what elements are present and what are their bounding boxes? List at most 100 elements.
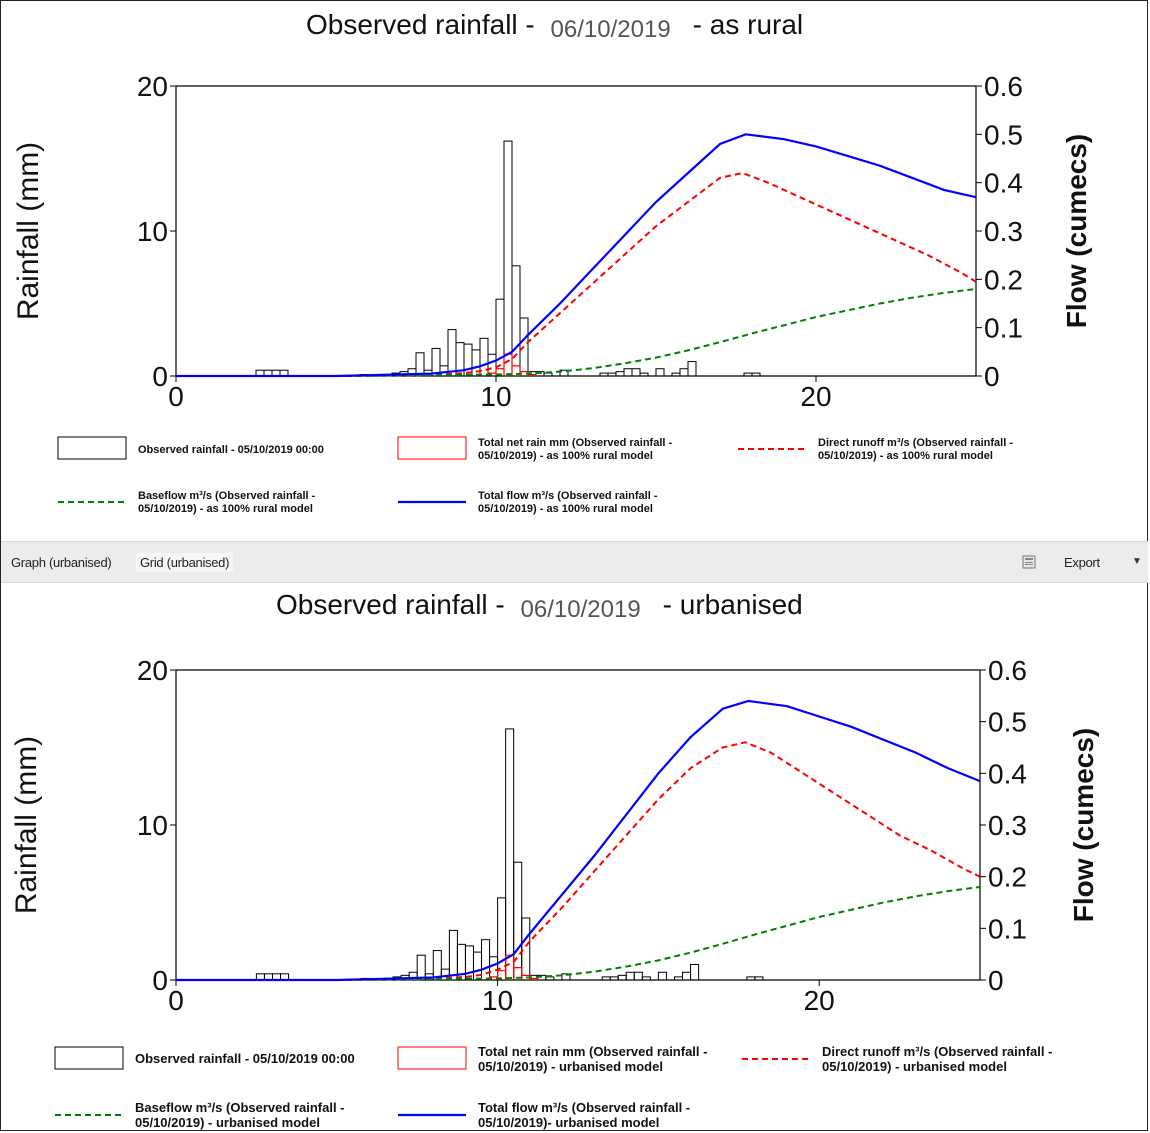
baseflow-series bbox=[176, 886, 981, 981]
export-icon bbox=[1022, 555, 1036, 569]
x-tick-label: 10 bbox=[480, 381, 511, 412]
rainfall-bar bbox=[754, 976, 764, 981]
rainfall-bar bbox=[503, 140, 513, 377]
tab-grid-urbanised[interactable]: Grid (urbanised) bbox=[136, 553, 234, 572]
y2-tick-label: 0 bbox=[984, 361, 1000, 392]
net-rain-series bbox=[488, 954, 539, 980]
legend-baseflow-label: Baseflow m³/s (Observed rainfall - bbox=[135, 1100, 345, 1115]
rainfall-bar bbox=[416, 954, 426, 981]
legend-baseflow-label: 05/10/2019) - urbanised model bbox=[135, 1115, 320, 1130]
rainfall-bar bbox=[601, 976, 611, 981]
y2-tick-label: 0.3 bbox=[988, 810, 1027, 841]
rainfall-bar bbox=[607, 372, 617, 377]
rainfall-bar bbox=[671, 372, 681, 377]
rainfall-bar bbox=[751, 372, 761, 377]
legend-baseflow-label: 05/10/2019) - as 100% rural model bbox=[138, 503, 313, 515]
rainfall-bar bbox=[561, 973, 571, 981]
direct-runoff-series bbox=[176, 741, 981, 981]
y2-tick-label: 0.1 bbox=[984, 313, 1023, 344]
rainfall-bar bbox=[431, 347, 441, 377]
legend-net-rain-label: 05/10/2019) - as 100% rural model bbox=[478, 450, 653, 462]
rural-chart: Observed rainfall - 06/10/2019- as rural… bbox=[12, 9, 1092, 515]
chart-panel-urbanised: Observed rainfall - 06/10/2019- urbanise… bbox=[0, 584, 1150, 1133]
rainfall-bar bbox=[673, 976, 684, 981]
rainfall-bar bbox=[463, 343, 473, 377]
rainfall-bar bbox=[687, 361, 697, 377]
y-tick-label: 10 bbox=[137, 810, 168, 841]
y-tick-label: 20 bbox=[137, 655, 168, 686]
rainfall-bar bbox=[505, 728, 515, 981]
y2-tick-label: 0.6 bbox=[984, 71, 1023, 102]
tab-bar: Graph (urbanised) Grid (urbanised) Expor… bbox=[1, 541, 1148, 583]
urbanised-chart: Observed rainfall - 06/10/2019- urbanise… bbox=[10, 589, 1099, 1130]
legend-rainfall-swatch bbox=[57, 436, 127, 460]
legend-baseflow-label: Baseflow m³/s (Observed rainfall - bbox=[138, 490, 316, 502]
rainfall-bar bbox=[657, 971, 667, 981]
legend-total-flow-label: 05/10/2019) - as 100% rural model bbox=[478, 503, 653, 515]
total-flow-series bbox=[176, 699, 981, 982]
legend-net-rain-swatch bbox=[397, 436, 467, 460]
rainfall-bar bbox=[448, 929, 458, 981]
y2-tick-label: 0.2 bbox=[988, 862, 1027, 893]
chevron-down-icon[interactable]: ▼ bbox=[1132, 556, 1142, 567]
x-tick-label: 20 bbox=[804, 985, 835, 1016]
x-tick-label: 0 bbox=[168, 381, 184, 412]
y2-tick-label: 0.6 bbox=[988, 655, 1027, 686]
export-button[interactable]: Export ▼ bbox=[1016, 548, 1146, 578]
rainfall-bar bbox=[690, 964, 700, 981]
legend-net-rain-label: 05/10/2019) - urbanised model bbox=[478, 1059, 663, 1074]
y2-axis-label: Flow (cumecs) bbox=[1068, 728, 1099, 922]
legend-total-flow-label: Total flow m³/s (Observed rainfall - bbox=[478, 490, 658, 502]
tab-graph-urbanised[interactable]: Graph (urbanised) bbox=[11, 555, 112, 570]
rainfall-bar bbox=[415, 352, 425, 377]
chart-title: Observed rainfall - 06/10/2019- urbanise… bbox=[276, 589, 803, 623]
legend-direct-runoff-label: Direct runoff m³/s (Observed rainfall - bbox=[822, 1044, 1052, 1059]
x-tick-label: 0 bbox=[168, 985, 184, 1016]
rainfall-bar bbox=[639, 372, 649, 377]
y-tick-label: 0 bbox=[152, 361, 168, 392]
rainfall-bar bbox=[631, 368, 641, 377]
rainfall-bar bbox=[543, 372, 553, 377]
rainfall-bar bbox=[615, 371, 625, 377]
rainfall-bar bbox=[746, 976, 756, 981]
x-tick-label: 20 bbox=[800, 381, 831, 412]
total-flow-series bbox=[176, 133, 977, 378]
legend-direct-runoff-label: Direct runoff m³/s (Observed rainfall - bbox=[818, 437, 1013, 449]
y-tick-label: 20 bbox=[137, 71, 168, 102]
rainfall-bar bbox=[559, 369, 569, 377]
rainfall-bar bbox=[497, 897, 507, 981]
y2-tick-label: 0.2 bbox=[984, 264, 1023, 295]
export-label: Export bbox=[1064, 555, 1100, 570]
legend-direct-runoff-label: 05/10/2019) - as 100% rural model bbox=[818, 450, 993, 462]
x-tick-label: 10 bbox=[482, 985, 513, 1016]
rainfall-bar bbox=[625, 971, 635, 981]
rainfall-bar bbox=[679, 368, 689, 377]
legend-rainfall-label: Observed rainfall - 05/10/2019 00:00 bbox=[135, 1051, 355, 1066]
rainfall-bar bbox=[609, 976, 619, 981]
y2-tick-label: 0.5 bbox=[988, 707, 1027, 738]
rainfall-bar bbox=[545, 976, 555, 981]
y-tick-label: 10 bbox=[137, 216, 168, 247]
y2-tick-label: 0.1 bbox=[988, 913, 1027, 944]
y2-tick-label: 0.3 bbox=[984, 216, 1023, 247]
rainfall-bar bbox=[513, 861, 523, 981]
legend-rainfall-label: Observed rainfall - 05/10/2019 00:00 bbox=[138, 444, 324, 456]
y-axis-label: Rainfall (mm) bbox=[12, 142, 45, 320]
rainfall-bar bbox=[599, 372, 609, 377]
rainfall-bar bbox=[481, 939, 491, 981]
legend-net-rain-swatch bbox=[397, 1046, 467, 1070]
direct-runoff-series bbox=[176, 171, 977, 377]
chart-panel-rural: Observed rainfall - 06/10/2019- as rural… bbox=[0, 0, 1150, 540]
legend-rainfall-swatch bbox=[54, 1046, 124, 1070]
y2-tick-label: 0.4 bbox=[988, 758, 1027, 789]
legend-total-flow-label: 05/10/2019)- urbanised model bbox=[478, 1115, 659, 1130]
rainfall-bar bbox=[623, 368, 633, 377]
legend-net-rain-label: Total net rain mm (Observed rainfall - bbox=[478, 1044, 707, 1059]
legend-total-flow-label: Total flow m³/s (Observed rainfall - bbox=[478, 1100, 690, 1115]
rainfall-bar bbox=[617, 974, 627, 981]
rainfall-bar bbox=[682, 971, 692, 981]
rainfall-bar bbox=[464, 945, 474, 981]
rainfall-bar bbox=[743, 372, 753, 377]
legend-direct-runoff-label: 05/10/2019) - urbanised model bbox=[822, 1059, 1007, 1074]
baseflow-series bbox=[176, 288, 977, 377]
